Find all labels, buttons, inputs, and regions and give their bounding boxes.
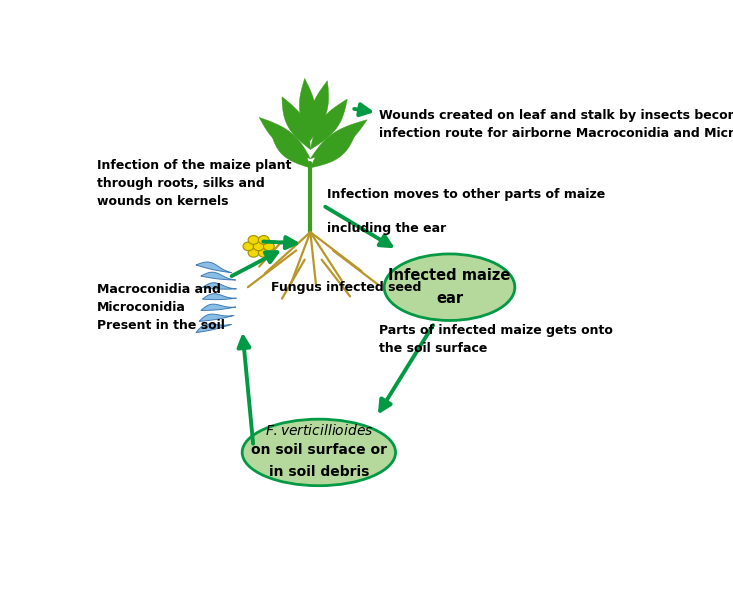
Polygon shape	[201, 304, 236, 311]
Text: Parts of infected maize gets onto
the soil surface: Parts of infected maize gets onto the so…	[378, 324, 612, 355]
Polygon shape	[202, 283, 237, 289]
Text: Infection moves to other parts of maize

including the ear: Infection moves to other parts of maize …	[328, 188, 605, 235]
Ellipse shape	[384, 254, 515, 321]
Polygon shape	[282, 97, 310, 150]
Polygon shape	[196, 262, 232, 273]
Polygon shape	[310, 99, 347, 150]
Polygon shape	[202, 294, 237, 300]
Circle shape	[258, 249, 269, 257]
Polygon shape	[270, 131, 310, 168]
Circle shape	[263, 242, 274, 251]
Text: on soil surface or: on soil surface or	[251, 443, 387, 457]
Circle shape	[253, 242, 264, 251]
Text: $\it{F. verticillioides}$: $\it{F. verticillioides}$	[265, 423, 373, 438]
Polygon shape	[310, 120, 367, 159]
Polygon shape	[199, 314, 234, 321]
Polygon shape	[309, 80, 328, 140]
Polygon shape	[201, 272, 236, 280]
Text: Infected maize: Infected maize	[388, 268, 511, 283]
Text: Wounds created on leaf and stalk by insects becomes
infection route for airborne: Wounds created on leaf and stalk by inse…	[378, 109, 733, 140]
Ellipse shape	[242, 419, 396, 486]
Polygon shape	[259, 117, 310, 159]
Circle shape	[248, 249, 259, 257]
Text: ear: ear	[436, 291, 463, 306]
Text: in soil debris: in soil debris	[269, 465, 369, 479]
Polygon shape	[299, 79, 316, 140]
Text: Infection of the maize plant
through roots, silks and
wounds on kernels: Infection of the maize plant through roo…	[97, 160, 292, 209]
Text: Macroconidia and
Microconidia
Present in the soil: Macroconidia and Microconidia Present in…	[97, 283, 225, 333]
Polygon shape	[196, 324, 232, 333]
Text: Fungus infected seed: Fungus infected seed	[270, 281, 421, 294]
Circle shape	[248, 235, 259, 244]
Circle shape	[243, 242, 254, 251]
Polygon shape	[310, 134, 356, 168]
Circle shape	[258, 235, 269, 244]
